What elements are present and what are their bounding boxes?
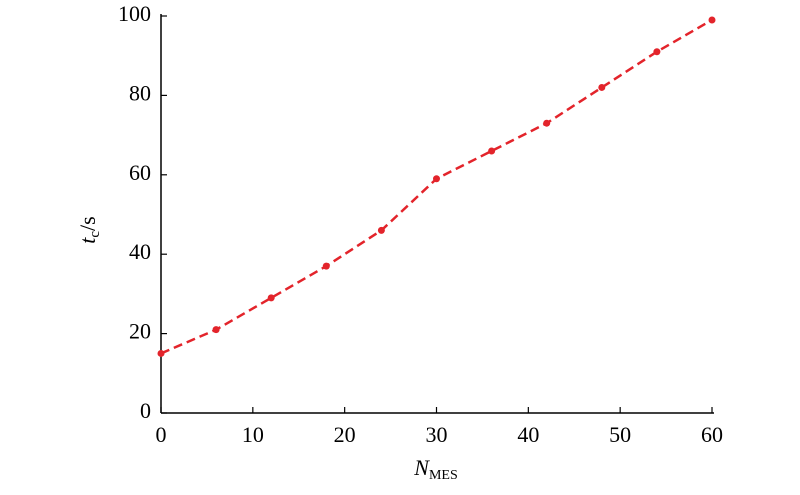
x-tick-label: 40 bbox=[517, 422, 539, 447]
y-tick-label: 100 bbox=[118, 1, 151, 26]
data-point bbox=[433, 175, 440, 183]
data-point bbox=[653, 48, 661, 56]
x-tick-label: 60 bbox=[701, 422, 723, 447]
x-label-sub: MES bbox=[429, 468, 458, 483]
y-label-rest: /s bbox=[75, 216, 100, 231]
data-line bbox=[160, 18, 713, 355]
y-tick-label: 80 bbox=[129, 80, 151, 105]
x-axis-label: NMES bbox=[413, 455, 457, 483]
y-tick-label: 60 bbox=[129, 160, 151, 185]
y-tick-label: 40 bbox=[129, 239, 151, 264]
x-tick-label: 20 bbox=[334, 422, 356, 447]
data-point bbox=[322, 262, 330, 270]
x-tick-label: 30 bbox=[426, 422, 448, 447]
data-point bbox=[488, 147, 496, 155]
data-point bbox=[157, 349, 165, 357]
x-tick-label: 50 bbox=[609, 422, 631, 447]
y-tick-label: 0 bbox=[140, 398, 151, 423]
data-point bbox=[212, 326, 220, 334]
y-label-main: t bbox=[75, 237, 100, 244]
data-point bbox=[543, 119, 551, 127]
x-tick-label: 0 bbox=[156, 422, 167, 447]
y-label-sub: c bbox=[87, 231, 103, 238]
x-tick-label: 10 bbox=[242, 422, 264, 447]
x-label-main: N bbox=[413, 455, 430, 480]
data-point bbox=[377, 226, 385, 234]
y-tick-label: 20 bbox=[129, 319, 151, 344]
data-point bbox=[708, 16, 716, 24]
data-point bbox=[598, 83, 606, 91]
y-axis-label: tc/s bbox=[75, 216, 103, 243]
data-point bbox=[267, 294, 275, 302]
